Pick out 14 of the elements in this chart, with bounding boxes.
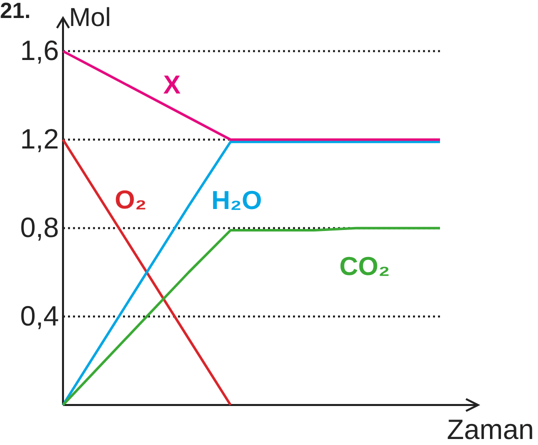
y-tick-label: 0,4 bbox=[20, 300, 59, 332]
line-series bbox=[62, 50, 442, 141]
x-axis-title: Zaman bbox=[446, 414, 534, 445]
y-axis-title: Mol bbox=[69, 2, 111, 32]
series-label: CO₂ bbox=[339, 251, 390, 282]
line-series bbox=[62, 226, 442, 406]
series-label: H₂O bbox=[211, 184, 262, 215]
y-tick-label: 1,2 bbox=[20, 124, 59, 155]
series-label: X bbox=[163, 70, 182, 100]
y-tick-label: 0,8 bbox=[20, 212, 59, 244]
y-tick-label: 1,6 bbox=[20, 35, 59, 66]
line-series bbox=[62, 140, 442, 406]
text: 21. bbox=[0, 0, 31, 23]
series-label: O₂ bbox=[114, 184, 147, 214]
